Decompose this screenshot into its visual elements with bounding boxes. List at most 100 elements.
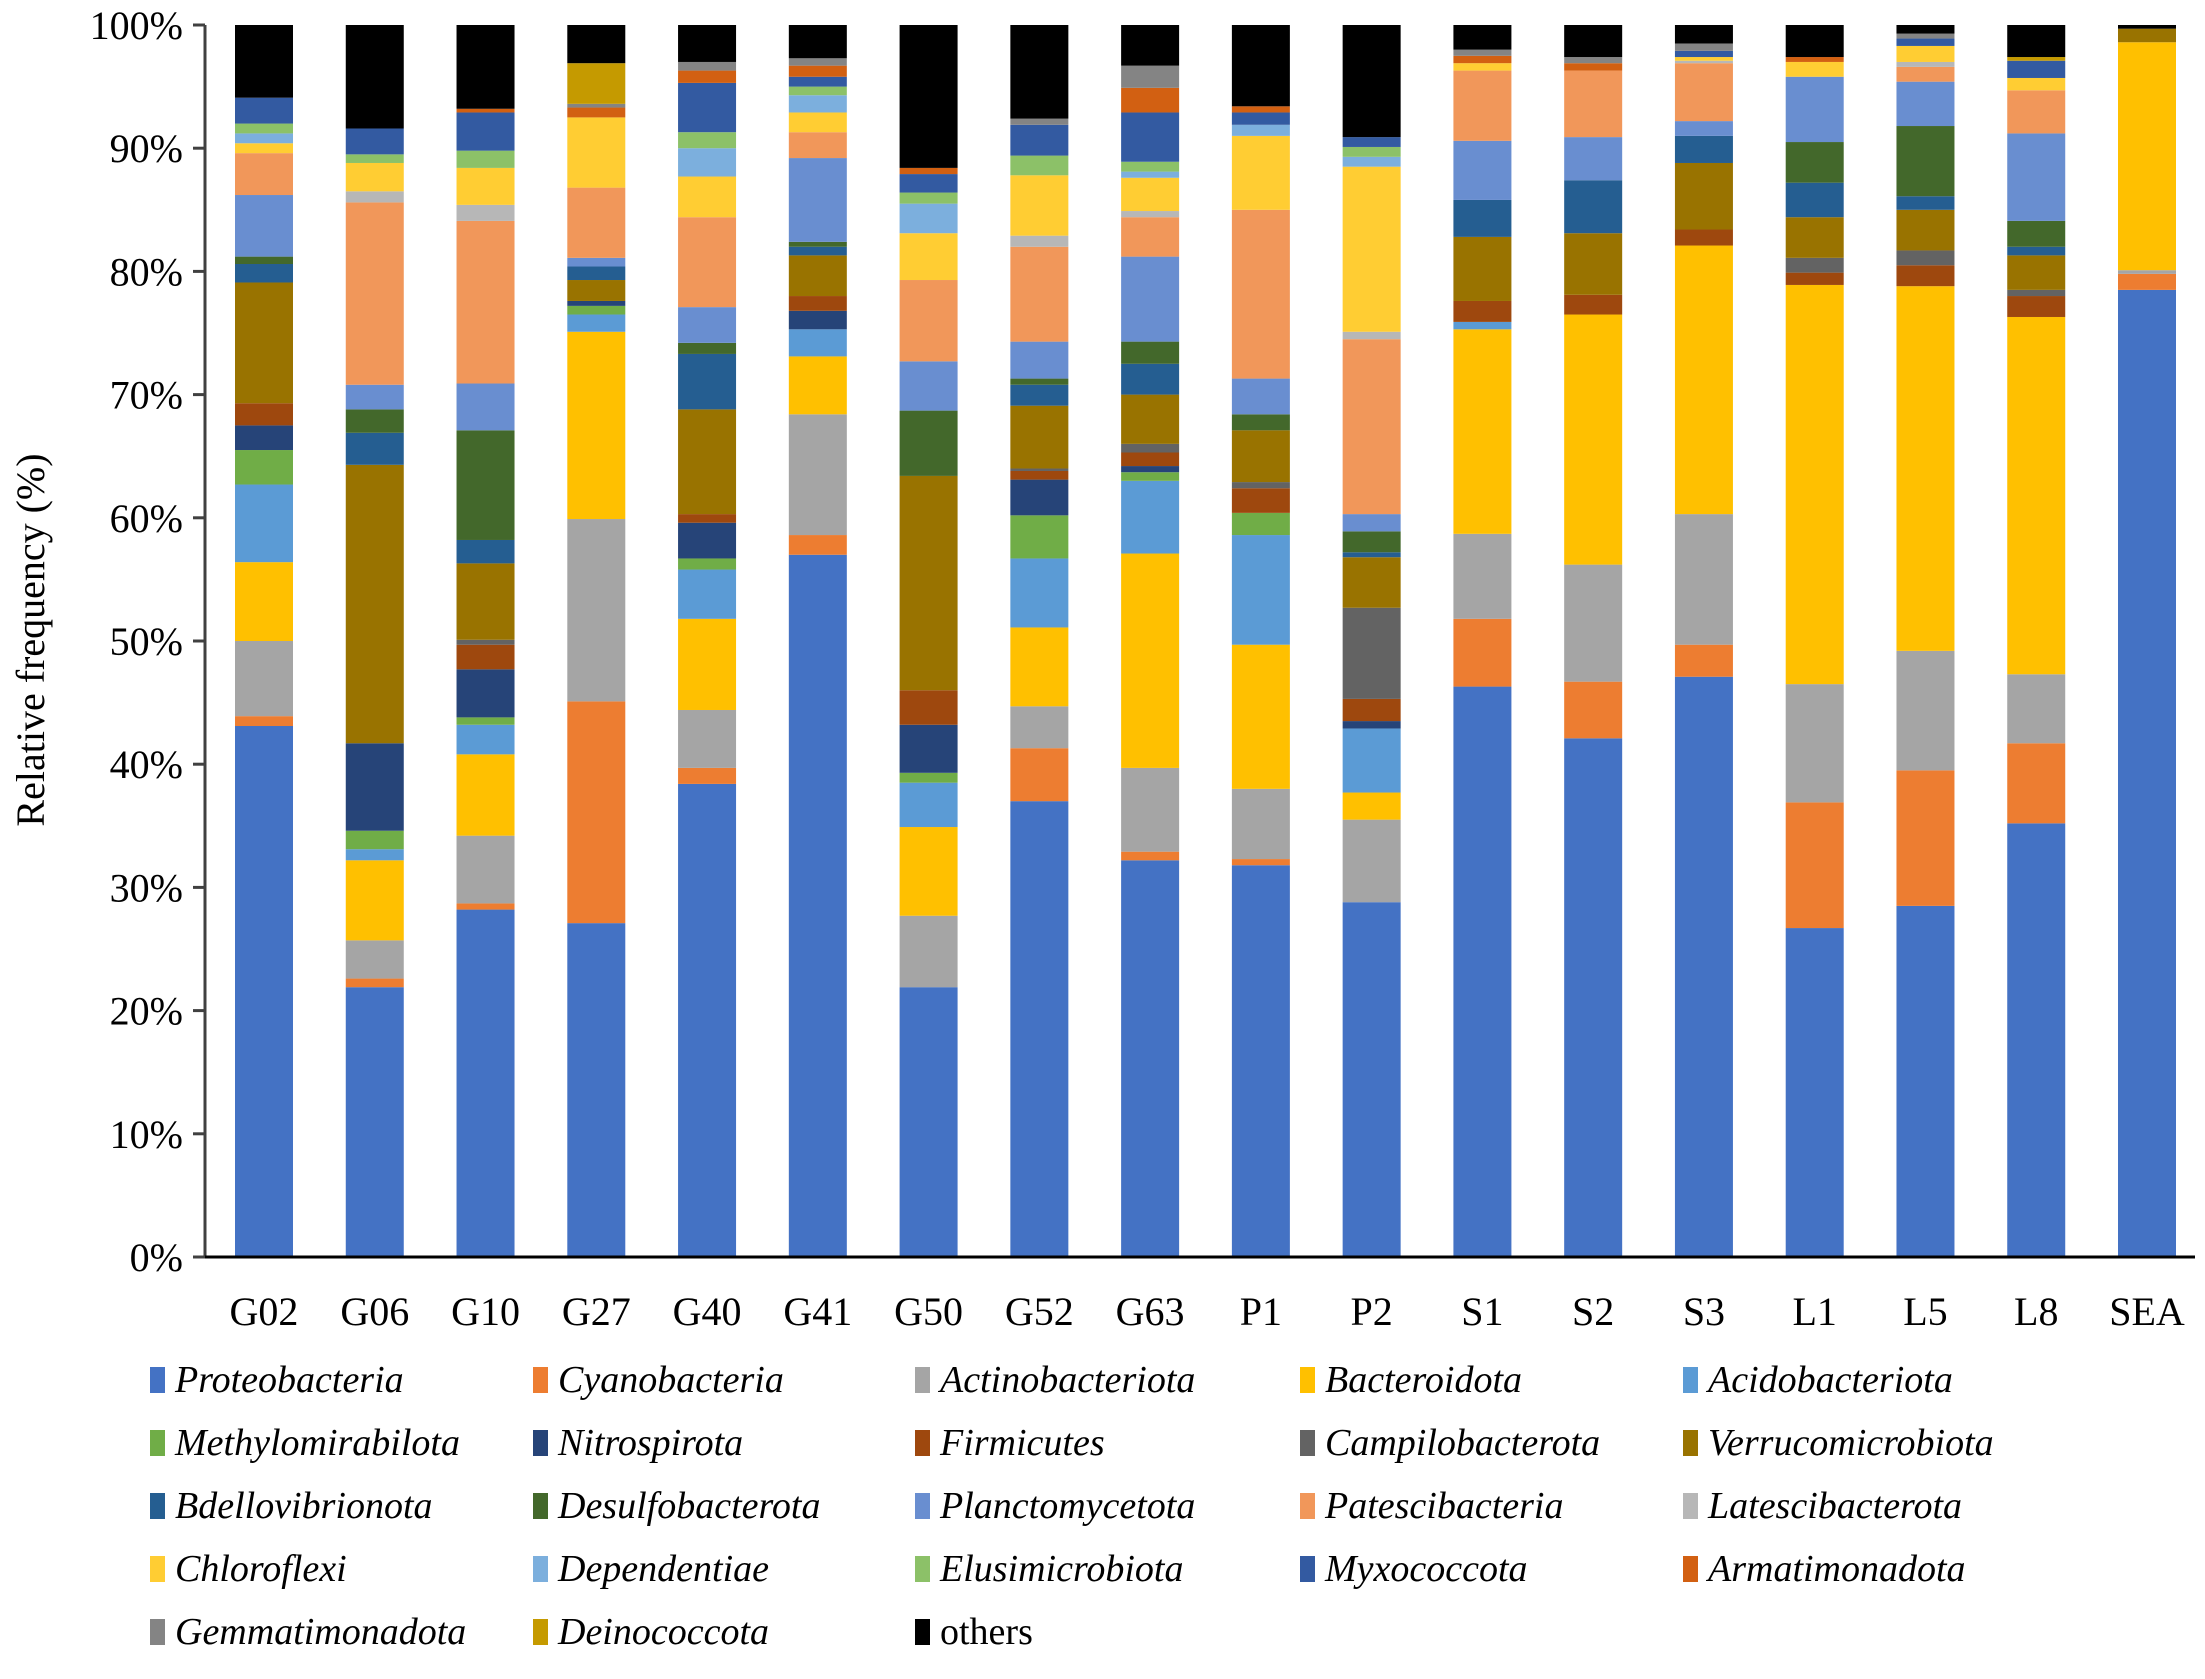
bar-segment-planctomycetota xyxy=(1453,140,1512,200)
bar-segment-methylomirabilota xyxy=(567,305,626,315)
legend-swatch-icon xyxy=(915,1493,930,1519)
bar-segment-desulfobacterota xyxy=(1010,378,1069,385)
legend-item: Verrucomicrobiota xyxy=(1683,1418,1994,1468)
bar-segment-chloroflexi xyxy=(1896,45,1955,62)
x-tick-label: L8 xyxy=(2014,1289,2058,1334)
bar-segment-verrucomicrobiota xyxy=(345,464,404,744)
bar-segment-bdellovibrionota xyxy=(1564,180,1623,234)
bar-segment-patescibacteria xyxy=(1342,339,1401,515)
bar-segment-actinobacteriota xyxy=(2118,270,2176,274)
legend-item: Patescibacteria xyxy=(1300,1481,1563,1531)
bar-segment-actinobacteriota xyxy=(1121,767,1180,852)
bar-segment-cyanobacteria xyxy=(456,903,515,910)
bar-segment-dependentiae xyxy=(1231,124,1290,136)
bar-segment-bdellovibrionota xyxy=(456,539,515,564)
legend-label: Dependentiae xyxy=(558,1548,770,1590)
bar-segment-elusimicrobiota xyxy=(235,123,293,134)
bar-segment-verrucomicrobiota xyxy=(1010,405,1069,469)
bar-segment-nitrospirota xyxy=(235,425,293,451)
bar-segment-proteobacteria xyxy=(1121,860,1180,1257)
bar-segment-nitrospirota xyxy=(1342,721,1401,729)
bar-segment-proteobacteria xyxy=(678,783,737,1257)
bar-segment-actinobacteriota xyxy=(235,641,293,717)
bar-segment-bdellovibrionota xyxy=(1785,182,1844,218)
legend-swatch-icon xyxy=(1300,1430,1315,1456)
bar-segment-armatimonadota xyxy=(1564,63,1623,71)
bar-segment-firmicutes xyxy=(678,514,737,523)
bar-segment-myxococcota xyxy=(1010,124,1069,156)
bar-segment-desulfobacterota xyxy=(678,342,737,354)
legend-label: Gemmatimonadota xyxy=(175,1611,467,1653)
bar-segment-firmicutes xyxy=(235,403,293,426)
bar-segment-actinobacteriota xyxy=(1785,684,1844,803)
bar-stack-g41 xyxy=(788,25,847,1257)
bar-segment-acidobacteriota xyxy=(567,314,626,332)
bar-stack-l1 xyxy=(1785,25,1844,1257)
bar-segment-patescibacteria xyxy=(235,153,293,196)
bar-segment-proteobacteria xyxy=(345,987,404,1257)
bar-segment-cyanobacteria xyxy=(235,716,293,727)
bar-stack-g06 xyxy=(345,25,404,1257)
bar-segment-bacteroidota xyxy=(1121,553,1180,768)
bar-segment-actinobacteriota xyxy=(788,414,847,536)
bar-segment-patescibacteria xyxy=(1453,70,1512,141)
legend-label: others xyxy=(940,1611,1033,1653)
bar-segment-dependentiae xyxy=(899,203,958,234)
legend-item: Bdellovibrionota xyxy=(150,1481,433,1531)
bar-segment-bacteroidota xyxy=(2118,42,2176,271)
bar-segment-armatimonadota xyxy=(456,108,515,113)
x-tick-label: G27 xyxy=(562,1289,631,1334)
bar-segment-gemmatimonadota xyxy=(1564,57,1623,64)
bar-segment-proteobacteria xyxy=(1674,676,1733,1257)
bar-segment-actinobacteriota xyxy=(1231,788,1290,860)
legend-item: Proteobacteria xyxy=(150,1355,404,1405)
bar-segment-desulfobacterota xyxy=(345,409,404,433)
bar-segment-patescibacteria xyxy=(2007,90,2066,134)
bar-segment-cyanobacteria xyxy=(678,767,737,784)
y-tick-label: 70% xyxy=(110,373,183,418)
bar-segment-bacteroidota xyxy=(1342,792,1401,820)
bar-segment-methylomirabilota xyxy=(899,772,958,783)
legend-label: Cyanobacteria xyxy=(558,1359,784,1401)
bar-segment-elusimicrobiota xyxy=(678,132,737,149)
bar-stack-g52 xyxy=(1010,25,1069,1257)
bar-segment-patescibacteria xyxy=(345,202,404,385)
bar-segment-bacteroidota xyxy=(235,562,293,641)
legend-swatch-icon xyxy=(1300,1556,1315,1582)
bar-segment-others xyxy=(678,25,737,62)
x-tick-label: G10 xyxy=(451,1289,520,1334)
x-ticks-group: G02 G06 G10 G27 G40 G41 G50 G52 G63 P1 P2 S1 S2 S3 L1 L… xyxy=(230,1289,2185,1334)
y-ticks-group: 0% 10% 20% 30% 40% 50% 60% 70% 80% 90% 100% xyxy=(90,3,205,1280)
bar-segment-verrucomicrobiota xyxy=(456,563,515,640)
y-tick-label: 100% xyxy=(90,3,183,48)
bar-segment-methylomirabilota xyxy=(678,558,737,570)
bar-segment-chloroflexi xyxy=(345,162,404,192)
bar-stack-g10 xyxy=(456,25,515,1257)
bar-segment-proteobacteria xyxy=(2007,823,2066,1257)
bar-segment-patescibacteria xyxy=(567,187,626,258)
legend-swatch-icon xyxy=(1683,1430,1698,1456)
bar-stack-g02 xyxy=(235,25,293,1257)
bar-segment-chloroflexi xyxy=(1453,63,1512,71)
bar-segment-planctomycetota xyxy=(678,307,737,343)
bar-segment-proteobacteria xyxy=(1231,865,1290,1257)
bar-segment-armatimonadota xyxy=(788,65,847,77)
x-tick-label: P2 xyxy=(1351,1289,1393,1334)
bar-segment-planctomycetota xyxy=(1896,81,1955,127)
bar-segment-elusimicrobiota xyxy=(1121,161,1180,172)
bar-segment-methylomirabilota xyxy=(345,830,404,850)
bar-segment-cyanobacteria xyxy=(1896,770,1955,906)
legend-swatch-icon xyxy=(533,1556,548,1582)
bar-segment-cyanobacteria xyxy=(1674,644,1733,677)
x-tick-label: SEA xyxy=(2109,1289,2185,1334)
x-tick-label: L5 xyxy=(1903,1289,1947,1334)
bar-segment-planctomycetota xyxy=(1674,121,1733,136)
legend-label: Firmicutes xyxy=(940,1422,1105,1464)
bars-group xyxy=(235,25,2176,1257)
bar-segment-proteobacteria xyxy=(1785,928,1844,1257)
bar-segment-myxococcota xyxy=(456,112,515,151)
legend-label: Latescibacterota xyxy=(1708,1485,1962,1527)
bar-segment-patescibacteria xyxy=(456,220,515,384)
bar-segment-desulfobacterota xyxy=(1342,531,1401,553)
bar-segment-cyanobacteria xyxy=(1121,851,1180,861)
